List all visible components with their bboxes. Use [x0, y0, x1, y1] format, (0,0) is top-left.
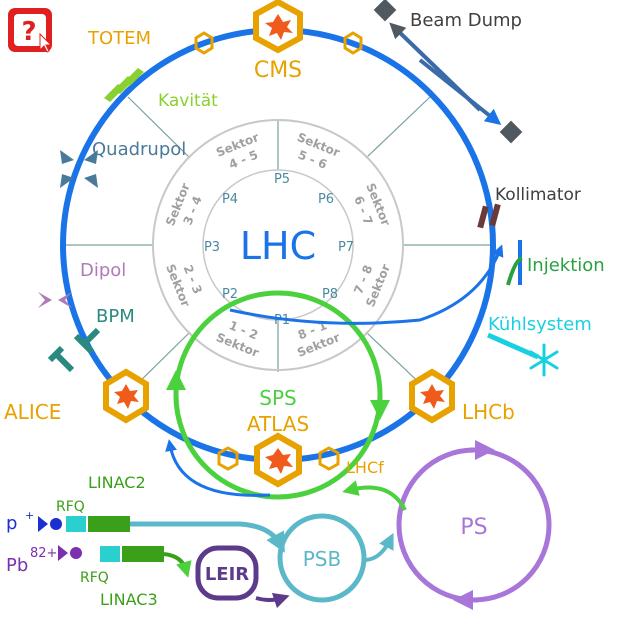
linac2-label: LINAC2	[88, 473, 146, 492]
totem-hexagon-right-icon	[343, 31, 363, 55]
point-label-p1: P1	[274, 313, 290, 328]
dipol-magnet-icon	[38, 292, 72, 308]
lhcb-label: LHCb	[462, 400, 515, 424]
beam-dump-block-bottom-icon	[499, 120, 523, 144]
bpm-label: BPM	[96, 306, 135, 327]
point-label-p2: P2	[222, 287, 238, 302]
help-cursor-icon	[39, 32, 53, 53]
transfer-line-linac3-leir	[163, 552, 192, 578]
alice-label: ALICE	[4, 400, 61, 424]
kollimator-label: Kollimator	[495, 185, 581, 205]
injektion-label: Injektion	[527, 255, 605, 276]
bpm-icon	[47, 327, 101, 373]
point-label-p5: P5	[274, 172, 290, 187]
atlas-label: ATLAS	[247, 412, 309, 436]
linac3-label: LINAC3	[100, 590, 158, 609]
totem-label: TOTEM	[87, 28, 151, 49]
leir-ring	[195, 545, 259, 601]
sector-ring	[152, 119, 404, 371]
kuehlsystem-pipe-icon	[486, 332, 540, 360]
transfer-line-ti8	[229, 244, 504, 325]
proton-charge-label: +	[25, 509, 34, 522]
transfer-line-ti2	[165, 439, 271, 497]
transfer-line-psb-ps	[363, 532, 394, 562]
lhcf-label: LHCf	[346, 458, 384, 477]
rfq-bottom-label: RFQ	[80, 570, 109, 586]
lead-source-icon	[58, 545, 68, 561]
proton-label: p	[6, 513, 17, 534]
transfer-line-linac2-psb	[130, 521, 285, 553]
beam-dump-line-lower	[418, 58, 502, 125]
rfq-top-block	[66, 516, 86, 532]
sps-label: SPS	[259, 386, 296, 410]
point-label-p7: P7	[338, 240, 354, 255]
transfer-line-leir-ps	[255, 592, 290, 609]
point-label-p3: P3	[204, 240, 220, 255]
lead-label: Pb	[6, 555, 28, 576]
lead-particle-icon	[70, 547, 82, 559]
rfq-bottom-block	[100, 546, 120, 562]
point-label-p8: P8	[322, 287, 338, 302]
rfq-top-label: RFQ	[56, 499, 85, 515]
kavitat-cavity-icon	[104, 68, 144, 102]
atlas-detector-icon	[254, 432, 302, 488]
quadrupol-label: Quadrupol	[92, 139, 186, 160]
proton-source-icon	[38, 516, 48, 532]
dipol-label: Dipol	[80, 260, 126, 281]
injektion-curve-icon	[506, 256, 523, 286]
kavitat-label: Kavität	[158, 91, 218, 111]
linac3-block	[122, 546, 164, 562]
linac2-block	[88, 516, 130, 532]
beam-dump-label: Beam Dump	[410, 10, 522, 31]
alice-detector-icon	[103, 368, 149, 424]
lhcf-hexagon-left-icon	[217, 446, 239, 471]
lhcb-detector-icon	[409, 368, 455, 424]
beam-dump-block-top-icon	[373, 0, 397, 22]
totem-hexagon-left-icon	[194, 31, 214, 55]
psb-label: PSB	[303, 547, 341, 571]
cms-label: CMS	[254, 58, 302, 83]
leir-label: LEIR	[205, 564, 249, 585]
kuehlsystem-label: Kühlsystem	[488, 314, 592, 335]
lead-charge-label: 82+	[30, 546, 57, 561]
proton-particle-icon	[50, 518, 62, 530]
point-label-p6: P6	[318, 192, 334, 207]
cms-detector-icon	[253, 0, 303, 54]
lhc-label: LHC	[240, 224, 316, 268]
lhcf-hexagon-right-icon	[318, 446, 340, 471]
kollimator-icon	[477, 203, 501, 229]
point-label-p4: P4	[222, 192, 238, 207]
quadrupol-magnet-icon	[60, 150, 98, 188]
help-button[interactable]: ?	[8, 8, 53, 53]
point-labels: P1 P2 P3 P4 P5 P6 P7 P8	[204, 172, 354, 328]
help-symbol: ?	[21, 17, 36, 47]
snowflake-icon	[529, 343, 559, 377]
ps-label: PS	[460, 515, 487, 540]
transfer-line-ps-sps	[342, 480, 407, 511]
